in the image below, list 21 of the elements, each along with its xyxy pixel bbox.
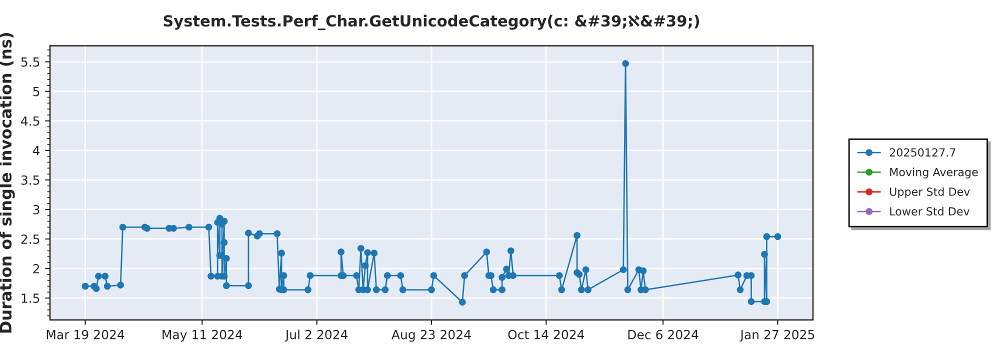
- legend-label: Lower Std Dev: [890, 206, 970, 216]
- legend-label: 20250127.7: [890, 148, 956, 157]
- x-tick-label: Oct 14 2024: [508, 330, 584, 340]
- chart-title: System.Tests.Perf_Char.GetUnicodeCategory(c: &#39;ℵ&#39;): [164, 14, 700, 30]
- y-tick-label: 5: [33, 86, 40, 96]
- x-tick-label: Jul 2 2024: [284, 330, 348, 342]
- y-tick-label: 4.5: [21, 116, 40, 126]
- x-tick-label: Mar 19 2024: [46, 330, 124, 340]
- y-tick-label: 1.5: [22, 294, 40, 303]
- y-tick-label: 3: [33, 204, 40, 214]
- x-tick-label: Jan 27 2025: [740, 330, 814, 342]
- y-tick-label: 4: [32, 146, 40, 156]
- x-tick-label: Aug 23 2024: [392, 330, 471, 342]
- y-tick-label: 5.5: [21, 57, 40, 67]
- y-tick-label: 2: [33, 264, 40, 274]
- y-tick-label: 3.5: [21, 175, 40, 185]
- y-tick-label: 2.5: [21, 234, 40, 244]
- x-tick-label: May 11 2024: [162, 330, 242, 342]
- x-tick-label: Dec 6 2024: [628, 330, 698, 340]
- legend-label: Upper Std Dev: [890, 187, 970, 198]
- legend-label: Moving Average: [890, 168, 978, 178]
